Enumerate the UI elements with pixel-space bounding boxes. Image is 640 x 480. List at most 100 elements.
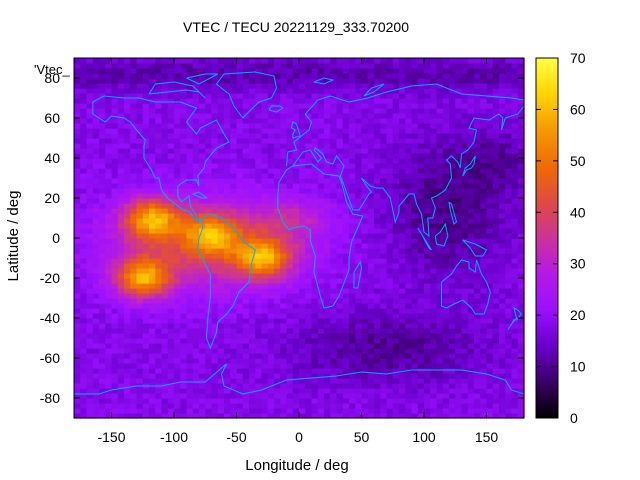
heatmap-cell: [417, 113, 425, 119]
heatmap-cell: [249, 318, 256, 324]
heatmap-cell: [299, 408, 306, 414]
heatmap-cell: [480, 343, 488, 349]
heatmap-cell: [480, 393, 488, 399]
heatmap-cell: [286, 393, 294, 399]
heatmap-cell: [74, 288, 81, 294]
heatmap-cell: [342, 168, 350, 174]
heatmap-cell: [274, 178, 281, 184]
heatmap-cell: [199, 203, 206, 209]
heatmap-cell: [424, 68, 431, 74]
heatmap-cell: [486, 258, 494, 264]
heatmap-cell: [261, 393, 269, 399]
heatmap-cell: [211, 138, 219, 144]
heatmap-cell: [330, 413, 338, 419]
heatmap-cell: [386, 353, 394, 359]
heatmap-cell: [255, 313, 263, 319]
heatmap-cell: [236, 118, 244, 124]
heatmap-cell: [299, 103, 306, 109]
heatmap-cell: [180, 208, 188, 214]
heatmap-cell: [180, 203, 188, 209]
heatmap-cell: [324, 268, 331, 274]
heatmap-cell: [274, 233, 281, 239]
heatmap-cell: [274, 408, 281, 414]
heatmap-cell: [492, 278, 500, 284]
heatmap-cell: [149, 83, 156, 89]
heatmap-cell: [486, 378, 494, 384]
heatmap-cell: [455, 258, 463, 264]
heatmap-cell: [111, 248, 119, 254]
heatmap-cell: [392, 188, 400, 194]
heatmap-cell: [461, 408, 469, 414]
heatmap-cell: [399, 128, 406, 134]
heatmap-cell: [286, 98, 294, 104]
heatmap-cell: [292, 68, 300, 74]
heatmap-cell: [430, 413, 438, 419]
heatmap-cell: [499, 203, 506, 209]
heatmap-cell: [355, 343, 363, 349]
heatmap-cell: [224, 213, 231, 219]
heatmap-cell: [449, 273, 456, 279]
heatmap-cell: [292, 63, 300, 69]
heatmap-cell: [342, 233, 350, 239]
heatmap-cell: [405, 133, 413, 139]
heatmap-cell: [386, 298, 394, 304]
heatmap-cell: [80, 383, 88, 389]
heatmap-cell: [261, 113, 269, 119]
heatmap-cell: [336, 258, 344, 264]
heatmap-cell: [205, 313, 213, 319]
heatmap-cell: [236, 103, 244, 109]
heatmap-cell: [380, 163, 388, 169]
heatmap-cell: [355, 103, 363, 109]
heatmap-cell: [467, 173, 475, 179]
heatmap-cell: [324, 413, 331, 419]
heatmap-cell: [142, 413, 150, 419]
heatmap-cell: [211, 298, 219, 304]
heatmap-cell: [436, 258, 444, 264]
heatmap-cell: [174, 313, 181, 319]
heatmap-cell: [355, 183, 363, 189]
heatmap-cell: [92, 373, 100, 379]
heatmap-cell: [324, 63, 331, 69]
heatmap-cell: [480, 73, 488, 79]
heatmap-cell: [474, 168, 481, 174]
heatmap-cell: [217, 193, 225, 199]
heatmap-cell: [286, 183, 294, 189]
heatmap-cell: [492, 343, 500, 349]
heatmap-cell: [317, 318, 325, 324]
heatmap-cell: [180, 368, 188, 374]
heatmap-cell: [355, 273, 363, 279]
heatmap-cell: [199, 213, 206, 219]
heatmap-cell: [217, 123, 225, 129]
heatmap-cell: [280, 358, 288, 364]
heatmap-cell: [480, 348, 488, 354]
heatmap-cell: [211, 103, 219, 109]
heatmap-cell: [199, 78, 206, 84]
heatmap-cell: [105, 73, 113, 79]
heatmap-cell: [399, 168, 406, 174]
heatmap-cell: [386, 413, 394, 419]
heatmap-cell: [486, 368, 494, 374]
heatmap-cell: [74, 58, 81, 64]
heatmap-cell: [267, 263, 275, 269]
heatmap-cell: [136, 88, 144, 94]
heatmap-cell: [230, 193, 238, 199]
heatmap-cell: [292, 263, 300, 269]
heatmap-cell: [361, 133, 369, 139]
heatmap-cell: [261, 323, 269, 329]
heatmap-cell: [205, 213, 213, 219]
heatmap-cell: [105, 208, 113, 214]
heatmap-cell: [386, 363, 394, 369]
heatmap-cell: [242, 88, 250, 94]
heatmap-cell: [124, 168, 131, 174]
heatmap-cell: [205, 383, 213, 389]
heatmap-cell: [105, 78, 113, 84]
heatmap-cell: [342, 78, 350, 84]
heatmap-cell: [367, 283, 375, 289]
heatmap-cell: [117, 163, 125, 169]
heatmap-cell: [230, 153, 238, 159]
heatmap-cell: [486, 273, 494, 279]
heatmap-cell: [74, 103, 81, 109]
heatmap-cell: [174, 178, 181, 184]
heatmap-cell: [261, 288, 269, 294]
heatmap-cell: [142, 73, 150, 79]
